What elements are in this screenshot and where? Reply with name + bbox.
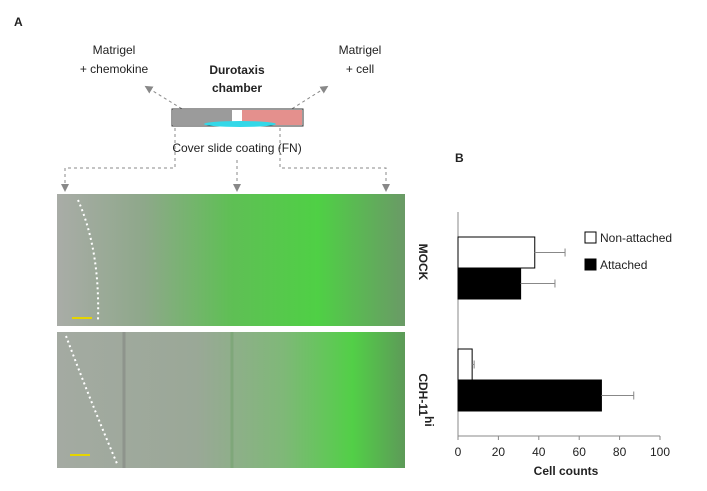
x-tick-label: 80 xyxy=(613,445,627,459)
error-bar xyxy=(534,248,566,257)
x-tick-label: 40 xyxy=(532,445,546,459)
row-label-sup: hi xyxy=(422,416,436,427)
row-label: CDH-11hi xyxy=(416,373,436,426)
legend-label: Attached xyxy=(600,258,647,272)
x-tick-label: 0 xyxy=(455,445,462,459)
legend-swatch xyxy=(584,231,597,244)
medium-label: Matrigel xyxy=(93,43,136,57)
medium-label: Matrigel xyxy=(339,43,382,57)
coating-label: Cover slide coating (FN) xyxy=(172,141,301,155)
row-label-main: CDH-11 xyxy=(416,373,430,416)
panel-label: A xyxy=(14,15,23,29)
connector-arrows xyxy=(61,128,390,192)
medium-label: + chemokine xyxy=(80,62,149,76)
bar xyxy=(457,267,522,300)
legend-label: Non-attached xyxy=(600,231,672,245)
x-tick-label: 100 xyxy=(650,445,670,459)
bar xyxy=(457,236,536,269)
legend-swatch xyxy=(584,258,597,271)
bar xyxy=(457,348,473,381)
bar xyxy=(457,379,602,412)
row-label: MOCK xyxy=(416,244,430,281)
x-axis-label: Cell counts xyxy=(534,464,599,478)
bar-chart: B 0 20 40 60 80 100 Cell counts Non-attached Atta… xyxy=(455,151,672,478)
medium-label: + cell xyxy=(346,62,374,76)
error-bar xyxy=(601,391,635,400)
microscopy-image xyxy=(57,194,405,326)
error-bar xyxy=(472,360,475,369)
chamber-diagram xyxy=(144,85,329,127)
x-tick-label: 20 xyxy=(492,445,506,459)
microscopy-image xyxy=(57,332,405,468)
chamber-label: Durotaxis xyxy=(209,63,265,77)
error-bar xyxy=(520,279,556,288)
panel-label: B xyxy=(455,151,464,165)
x-tick-label: 60 xyxy=(573,445,587,459)
chamber-label: chamber xyxy=(212,81,262,95)
